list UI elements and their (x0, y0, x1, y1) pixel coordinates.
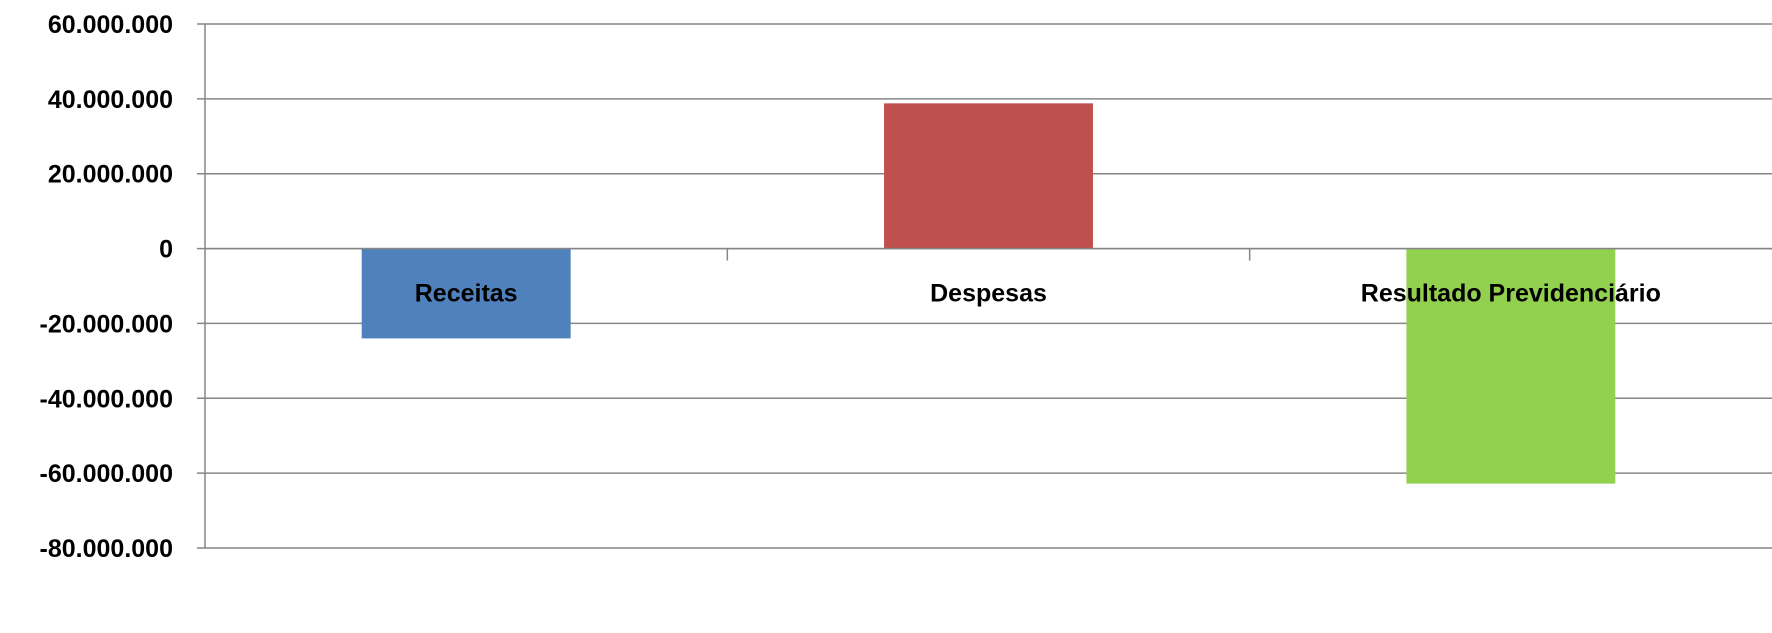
labels: 60.000.000 40.000.000 20.000.000 0 -20.000.0… (40, 11, 1661, 563)
y-tick-label: 40.000.000 (48, 86, 173, 114)
x-category-label: Despesas (930, 280, 1047, 308)
y-tick-label: -80.000.000 (40, 535, 173, 563)
y-tick-label: 0 (159, 236, 173, 264)
y-tick-label: -60.000.000 (40, 460, 173, 488)
y-tick-label: 60.000.000 (48, 11, 173, 39)
bar-resultado-previdenci-rio (1406, 248, 1616, 484)
x-category-label: Receitas (415, 280, 518, 308)
axes (204, 24, 1772, 548)
bars (361, 103, 1616, 484)
y-tick-label: -40.000.000 (40, 385, 173, 413)
bar-despesas (884, 103, 1093, 249)
bar-receitas (361, 248, 571, 339)
y-tick-label: -20.000.000 (40, 310, 173, 338)
x-category-label: Resultado Previdenciário (1361, 280, 1661, 308)
y-tick-label: 20.000.000 (48, 161, 173, 189)
